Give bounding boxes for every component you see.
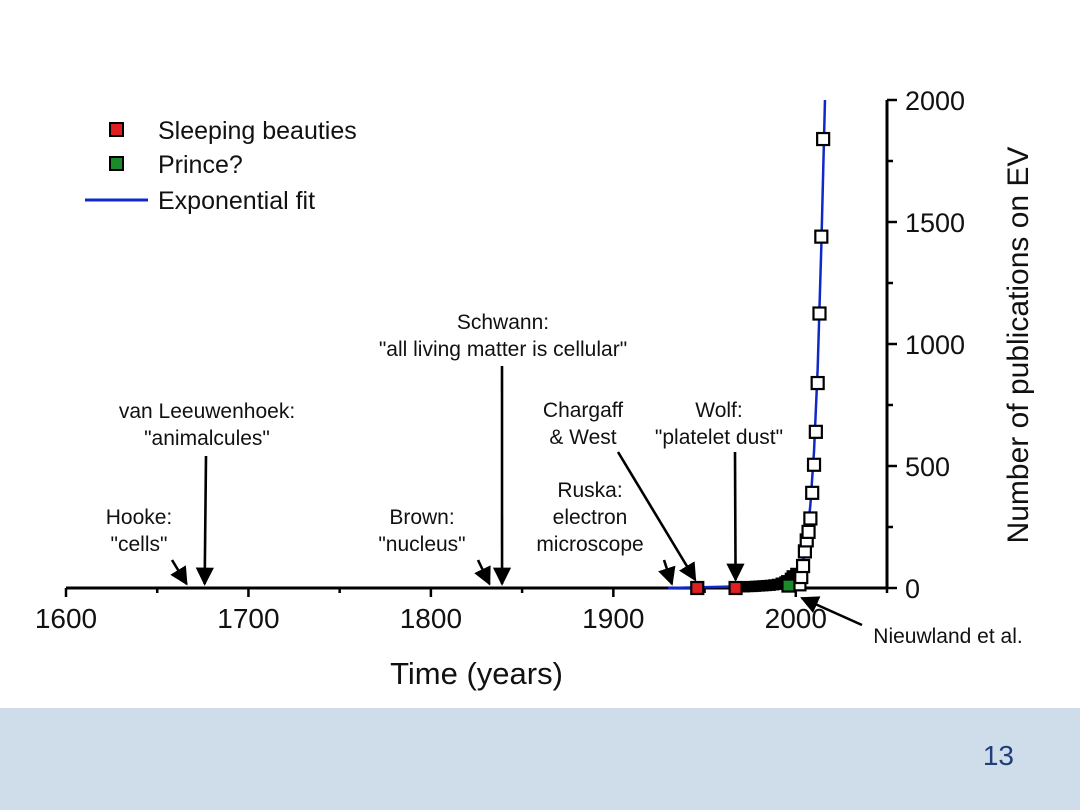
legend-swatch-sleeping-beauties bbox=[109, 122, 124, 137]
annotation-arrow bbox=[474, 559, 491, 586]
slide-page-number: 13 bbox=[982, 740, 1014, 771]
publication-point bbox=[806, 457, 822, 472]
y-axis-title: Number of publications on EV bbox=[1002, 147, 1035, 544]
publication-point bbox=[810, 375, 825, 391]
annotation-label: van Leeuwenhoek: bbox=[119, 400, 295, 423]
legend-swatch-prince bbox=[109, 156, 124, 171]
x-tick-label: 1900 bbox=[582, 603, 644, 634]
legend-label: Exponential fit bbox=[158, 187, 315, 215]
y-tick-label: 1500 bbox=[905, 208, 965, 238]
annotation-label: "all living matter is cellular" bbox=[379, 338, 627, 361]
publication-point bbox=[805, 485, 820, 500]
legend-label: Prince? bbox=[158, 151, 243, 179]
x-tick-label: 1700 bbox=[217, 603, 279, 634]
publication-point bbox=[812, 306, 827, 321]
legend-label: Sleeping beauties bbox=[158, 117, 357, 145]
annotation-arrow bbox=[726, 451, 745, 582]
prince-point bbox=[781, 578, 796, 593]
publication-point bbox=[801, 524, 816, 539]
annotation-arrow bbox=[800, 596, 863, 627]
sleeping-beauty-point bbox=[728, 580, 743, 596]
y-tick-label: 1000 bbox=[905, 330, 965, 360]
evolution-chart: 1600 1700 1800 1900 2000 Time (years) 0 500 1000… bbox=[35, 86, 1035, 691]
sleeping-beauty-point bbox=[690, 580, 705, 596]
annotation-label: Hooke: bbox=[106, 506, 173, 529]
x-tick-label: 1600 bbox=[35, 603, 97, 634]
annotation-arrow bbox=[658, 559, 676, 586]
annotation-label: Nieuwland et al. bbox=[873, 625, 1022, 648]
annotation-label: Schwann: bbox=[457, 311, 549, 334]
publication-point bbox=[814, 229, 829, 244]
annotation-label: "nucleus" bbox=[378, 533, 465, 556]
y-tick-label: 0 bbox=[905, 574, 920, 604]
annotation-label: Ruska: bbox=[557, 479, 622, 502]
annotation-label: Chargaff bbox=[543, 399, 623, 422]
annotation-arrow bbox=[195, 455, 214, 586]
x-tick-label: 1800 bbox=[400, 603, 462, 634]
annotation-label: & West bbox=[549, 426, 616, 449]
annotation-label: microscope bbox=[536, 533, 643, 556]
publication-point bbox=[795, 558, 811, 574]
exponential-fit-line bbox=[668, 99, 827, 590]
annotation-label: electron bbox=[553, 506, 628, 529]
annotation-arrow bbox=[170, 559, 188, 586]
annotation-label: "cells" bbox=[111, 533, 168, 556]
annotation-label: Wolf: bbox=[695, 399, 742, 422]
x-tick-label: 2000 bbox=[765, 603, 827, 634]
x-axis-title: Time (years) bbox=[390, 656, 563, 691]
annotation-label: "platelet dust" bbox=[655, 426, 783, 449]
publication-point bbox=[808, 424, 823, 439]
annotation-arrow bbox=[616, 451, 697, 582]
publication-point bbox=[803, 511, 818, 526]
y-tick-label: 2000 bbox=[905, 86, 965, 116]
annotation-label: Brown: bbox=[389, 506, 454, 529]
slide-footer-band bbox=[0, 708, 1080, 810]
publication-point bbox=[816, 131, 831, 147]
annotation-label: "animalcules" bbox=[144, 427, 270, 450]
y-tick-label: 500 bbox=[905, 452, 950, 482]
